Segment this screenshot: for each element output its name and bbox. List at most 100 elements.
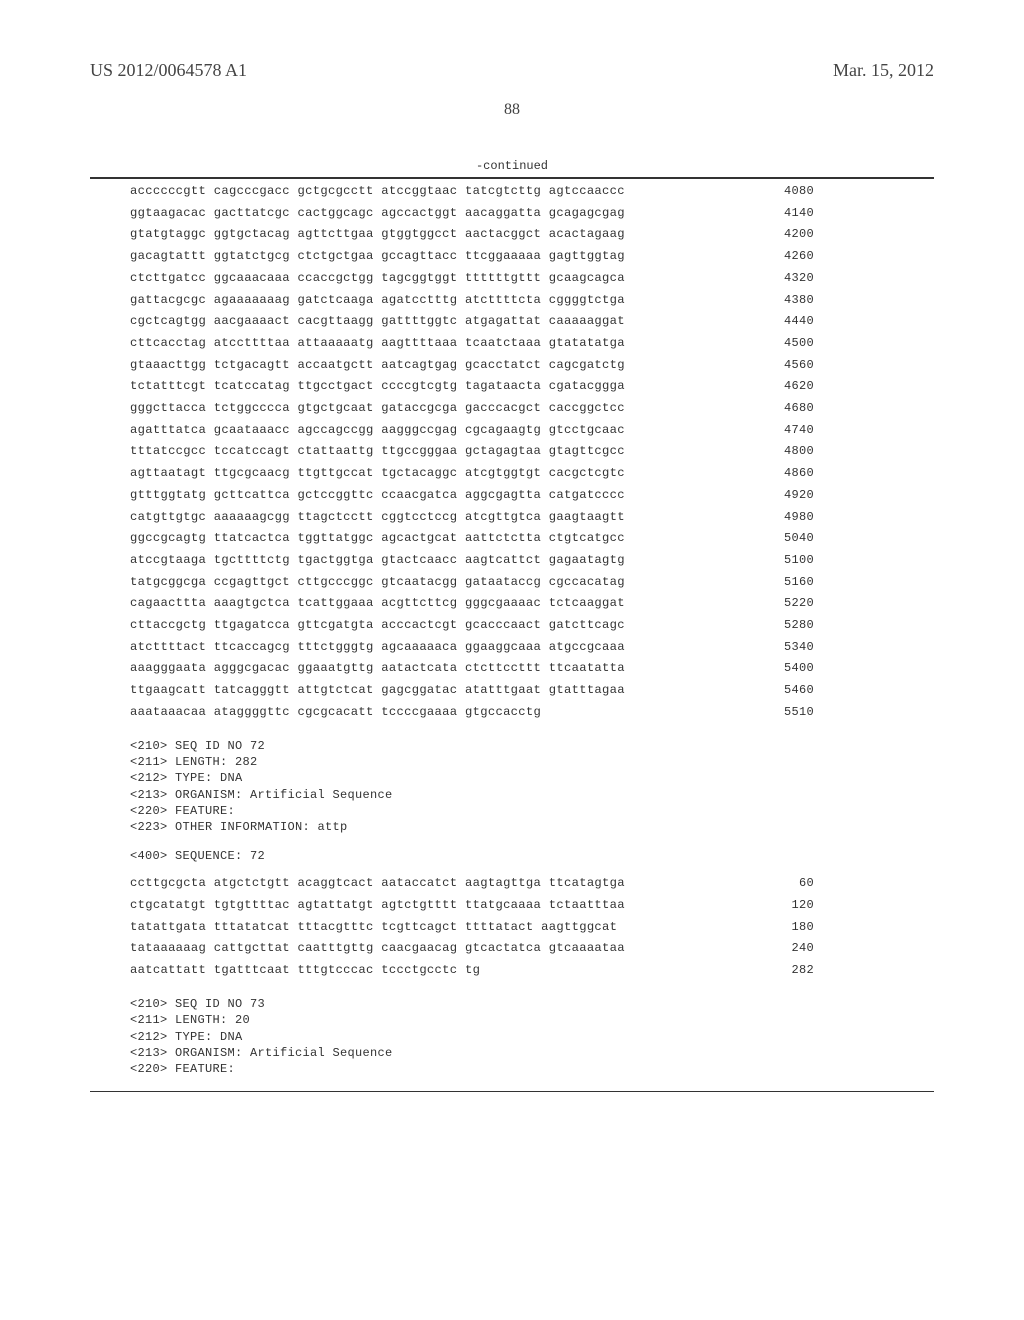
- sequence-row: tctatttcgt tcatccatag ttgcctgact ccccgtc…: [130, 380, 814, 392]
- sequence-row: aaagggaata agggcgacac ggaaatgttg aatactc…: [130, 662, 814, 674]
- sequence-position: 5160: [774, 576, 814, 588]
- sequence-position: 5220: [774, 597, 814, 609]
- sequence-position: 4500: [774, 337, 814, 349]
- seq-72-metadata: <210> SEQ ID NO 72<211> LENGTH: 282<212>…: [130, 738, 934, 835]
- sequence-row: gtttggtatg gcttcattca gctccggttc ccaacga…: [130, 489, 814, 501]
- sequence-text: ctgcatatgt tgtgttttac agtattatgt agtctgt…: [130, 899, 625, 911]
- sequence-row: aaataaacaa ataggggttc cgcgcacatt tccccga…: [130, 706, 814, 718]
- sequence-position: 4860: [774, 467, 814, 479]
- sequence-row: tttatccgcc tccatccagt ctattaattg ttgccgg…: [130, 445, 814, 457]
- sequence-text: gtatgtaggc ggtgctacag agttcttgaa gtggtgg…: [130, 228, 625, 240]
- metadata-line: <212> TYPE: DNA: [130, 1029, 934, 1045]
- sequence-row: tatattgata tttatatcat tttacgtttc tcgttca…: [130, 921, 814, 933]
- sequence-position: 5460: [774, 684, 814, 696]
- sequence-row: ctgcatatgt tgtgttttac agtattatgt agtctgt…: [130, 899, 814, 911]
- publication-number: US 2012/0064578 A1: [90, 60, 247, 81]
- sequence-text: ggccgcagtg ttatcactca tggttatggc agcactg…: [130, 532, 625, 544]
- sequence-position: 180: [774, 921, 814, 933]
- sequence-72: ccttgcgcta atgctctgtt acaggtcact aatacca…: [130, 877, 814, 976]
- sequence-row: ccttgcgcta atgctctgtt acaggtcact aatacca…: [130, 877, 814, 889]
- sequence-position: 4260: [774, 250, 814, 262]
- sequence-row: agatttatca gcaataaacc agccagccgg aagggcc…: [130, 424, 814, 436]
- sequence-row: gggcttacca tctggcccca gtgctgcaat gataccg…: [130, 402, 814, 414]
- continued-label: -continued: [90, 159, 934, 173]
- sequence-row: atcttttact ttcaccagcg tttctgggtg agcaaaa…: [130, 641, 814, 653]
- sequence-text: tatattgata tttatatcat tttacgtttc tcgttca…: [130, 921, 617, 933]
- sequence-position: 4140: [774, 207, 814, 219]
- sequence-text: accccccgtt cagcccgacc gctgcgcctt atccggt…: [130, 185, 625, 197]
- sequence-position: 4380: [774, 294, 814, 306]
- sequence-row: cgctcagtgg aacgaaaact cacgttaagg gattttg…: [130, 315, 814, 327]
- sequence-row: cttaccgctg ttgagatcca gttcgatgta acccact…: [130, 619, 814, 631]
- sequence-text: ctcttgatcc ggcaaacaaa ccaccgctgg tagcggt…: [130, 272, 625, 284]
- metadata-line: <220> FEATURE:: [130, 1061, 934, 1077]
- sequence-text: ttgaagcatt tatcagggtt attgtctcat gagcgga…: [130, 684, 625, 696]
- sequence-position: 282: [774, 964, 814, 976]
- sequence-text: atcttttact ttcaccagcg tttctgggtg agcaaaa…: [130, 641, 625, 653]
- sequence-text: aatcattatt tgatttcaat tttgtcccac tccctgc…: [130, 964, 480, 976]
- sequence-row: cagaacttta aaagtgctca tcattggaaa acgttct…: [130, 597, 814, 609]
- metadata-line: <210> SEQ ID NO 72: [130, 738, 934, 754]
- sequence-text: gacagtattt ggtatctgcg ctctgctgaa gccagtt…: [130, 250, 625, 262]
- sequence-text: gtaaacttgg tctgacagtt accaatgctt aatcagt…: [130, 359, 625, 371]
- sequence-text: catgttgtgc aaaaaagcgg ttagctcctt cggtcct…: [130, 511, 625, 523]
- sequence-row: ctcttgatcc ggcaaacaaa ccaccgctgg tagcggt…: [130, 272, 814, 284]
- rule-bottom: [90, 1091, 934, 1092]
- sequence-text: ccttgcgcta atgctctgtt acaggtcact aatacca…: [130, 877, 625, 889]
- sequence-position: 4800: [774, 445, 814, 457]
- sequence-position: 4440: [774, 315, 814, 327]
- sequence-text: cgctcagtgg aacgaaaact cacgttaagg gattttg…: [130, 315, 625, 327]
- sequence-position: 5510: [774, 706, 814, 718]
- sequence-position: 4080: [774, 185, 814, 197]
- sequence-position: 240: [774, 942, 814, 954]
- sequence-text: atccgtaaga tgcttttctg tgactggtga gtactca…: [130, 554, 625, 566]
- metadata-line: <223> OTHER INFORMATION: attp: [130, 819, 934, 835]
- sequence-row: ggccgcagtg ttatcactca tggttatggc agcactg…: [130, 532, 814, 544]
- sequence-position: 5100: [774, 554, 814, 566]
- metadata-line: <220> FEATURE:: [130, 803, 934, 819]
- sequence-position: 120: [774, 899, 814, 911]
- seq-72-label: <400> SEQUENCE: 72: [130, 849, 934, 863]
- sequence-row: gacagtattt ggtatctgcg ctctgctgaa gccagtt…: [130, 250, 814, 262]
- sequence-row: gattacgcgc agaaaaaaag gatctcaaga agatcct…: [130, 294, 814, 306]
- sequence-row: ttgaagcatt tatcagggtt attgtctcat gagcgga…: [130, 684, 814, 696]
- sequence-position: 5040: [774, 532, 814, 544]
- sequence-position: 4560: [774, 359, 814, 371]
- sequence-position: 5280: [774, 619, 814, 631]
- sequence-row: accccccgtt cagcccgacc gctgcgcctt atccggt…: [130, 185, 814, 197]
- sequence-row: tatgcggcga ccgagttgct cttgcccggc gtcaata…: [130, 576, 814, 588]
- sequence-text: ggtaagacac gacttatcgc cactggcagc agccact…: [130, 207, 625, 219]
- sequence-text: aaagggaata agggcgacac ggaaatgttg aatactc…: [130, 662, 625, 674]
- sequence-position: 5400: [774, 662, 814, 674]
- sequence-position: 4680: [774, 402, 814, 414]
- sequence-row: atccgtaaga tgcttttctg tgactggtga gtactca…: [130, 554, 814, 566]
- sequence-position: 4920: [774, 489, 814, 501]
- sequence-text: gattacgcgc agaaaaaaag gatctcaaga agatcct…: [130, 294, 625, 306]
- metadata-line: <211> LENGTH: 20: [130, 1012, 934, 1028]
- sequence-text: gggcttacca tctggcccca gtgctgcaat gataccg…: [130, 402, 625, 414]
- sequence-71-continuation: accccccgtt cagcccgacc gctgcgcctt atccggt…: [130, 185, 814, 718]
- sequence-row: gtaaacttgg tctgacagtt accaatgctt aatcagt…: [130, 359, 814, 371]
- publication-date: Mar. 15, 2012: [833, 60, 934, 81]
- sequence-text: tataaaaaag cattgcttat caatttgttg caacgaa…: [130, 942, 625, 954]
- metadata-line: <211> LENGTH: 282: [130, 754, 934, 770]
- sequence-position: 4980: [774, 511, 814, 523]
- sequence-row: ggtaagacac gacttatcgc cactggcagc agccact…: [130, 207, 814, 219]
- sequence-row: tataaaaaag cattgcttat caatttgttg caacgaa…: [130, 942, 814, 954]
- rule-top: [90, 177, 934, 179]
- sequence-text: tctatttcgt tcatccatag ttgcctgact ccccgtc…: [130, 380, 625, 392]
- sequence-row: cttcacctag atccttttaa attaaaaatg aagtttt…: [130, 337, 814, 349]
- sequence-text: cttaccgctg ttgagatcca gttcgatgta acccact…: [130, 619, 625, 631]
- sequence-row: catgttgtgc aaaaaagcgg ttagctcctt cggtcct…: [130, 511, 814, 523]
- seq-73-metadata: <210> SEQ ID NO 73<211> LENGTH: 20<212> …: [130, 996, 934, 1077]
- sequence-text: aaataaacaa ataggggttc cgcgcacatt tccccga…: [130, 706, 541, 718]
- sequence-text: cagaacttta aaagtgctca tcattggaaa acgttct…: [130, 597, 625, 609]
- sequence-row: gtatgtaggc ggtgctacag agttcttgaa gtggtgg…: [130, 228, 814, 240]
- page-header: US 2012/0064578 A1 Mar. 15, 2012: [90, 60, 934, 81]
- sequence-position: 60: [774, 877, 814, 889]
- sequence-position: 4740: [774, 424, 814, 436]
- sequence-text: tttatccgcc tccatccagt ctattaattg ttgccgg…: [130, 445, 625, 457]
- sequence-position: 4620: [774, 380, 814, 392]
- sequence-position: 4320: [774, 272, 814, 284]
- page-number: 88: [90, 101, 934, 119]
